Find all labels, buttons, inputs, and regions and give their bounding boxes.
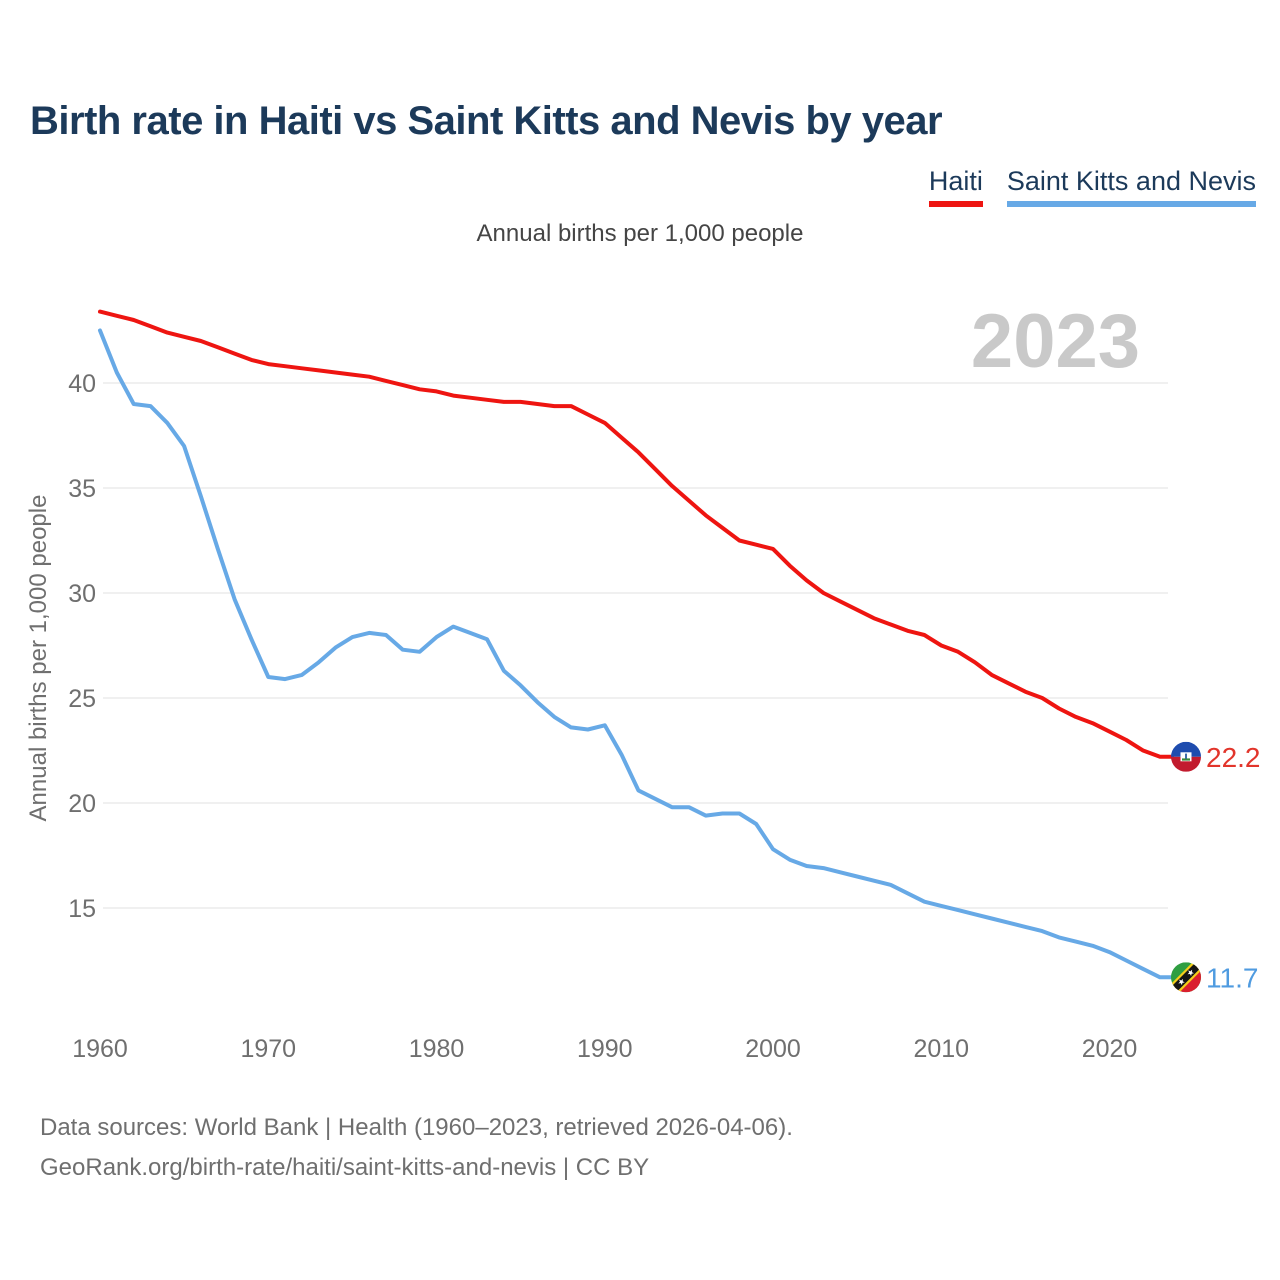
haiti-end-value: 22.2 bbox=[1206, 742, 1261, 773]
gridlines bbox=[103, 382, 1168, 909]
svg-text:25: 25 bbox=[68, 685, 96, 713]
end-value-labels: 22.2 11.7 bbox=[1206, 742, 1261, 994]
svg-text:15: 15 bbox=[68, 895, 96, 923]
svg-text:1960: 1960 bbox=[72, 1035, 128, 1063]
axis-labels: 15 20 25 30 35 40 1960 1970 1980 1990 2000 2010 2020… bbox=[25, 370, 1137, 1063]
svg-text:2000: 2000 bbox=[745, 1035, 801, 1063]
legend-color-bar-haiti bbox=[928, 201, 983, 207]
svg-text:40: 40 bbox=[68, 370, 96, 398]
year-watermark: 2023 bbox=[971, 299, 1140, 384]
svg-text:2020: 2020 bbox=[1082, 1035, 1138, 1063]
footer-data-sources: Data sources: World Bank | Health (1960–… bbox=[40, 1114, 793, 1141]
haiti-flag-icon bbox=[1171, 741, 1201, 772]
footer: Data sources: World Bank | Health (1960–… bbox=[40, 1108, 793, 1188]
data-lines bbox=[98, 309, 1174, 980]
saint-kitts-and-nevis-line bbox=[98, 328, 1174, 980]
legend-color-bar-saint-kitts-and-nevis bbox=[1006, 201, 1256, 207]
legend-label: Haiti bbox=[928, 166, 983, 196]
svg-text:35: 35 bbox=[68, 475, 96, 503]
svg-text:1990: 1990 bbox=[577, 1035, 633, 1063]
legend-item-saint-kitts-and-nevis[interactable]: Saint Kitts and Nevis bbox=[1006, 166, 1256, 207]
legend-label: Saint Kitts and Nevis bbox=[1006, 166, 1256, 196]
svg-text:1980: 1980 bbox=[409, 1035, 465, 1063]
svg-text:1970: 1970 bbox=[240, 1035, 296, 1063]
saint-kitts-and-nevis-end-value: 11.7 bbox=[1206, 962, 1258, 993]
svg-text:2010: 2010 bbox=[913, 1035, 969, 1063]
chart-subtitle: Annual births per 1,000 people bbox=[476, 220, 804, 247]
svg-text:30: 30 bbox=[68, 580, 96, 608]
footer-attribution: GeoRank.org/birth-rate/haiti/saint-kitts… bbox=[40, 1154, 650, 1181]
legend: Haiti Saint Kitts and Nevis bbox=[928, 166, 1256, 207]
svg-text:2023: 2023 bbox=[971, 299, 1140, 384]
page-title: Birth rate in Haiti vs Saint Kitts and N… bbox=[30, 99, 943, 143]
haiti-line bbox=[98, 309, 1174, 759]
saint-kitts-and-nevis-flag-icon bbox=[1171, 962, 1201, 993]
y-axis-title: Annual births per 1,000 people bbox=[25, 495, 52, 822]
legend-item-haiti[interactable]: Haiti bbox=[928, 166, 983, 207]
svg-text:20: 20 bbox=[68, 790, 96, 818]
